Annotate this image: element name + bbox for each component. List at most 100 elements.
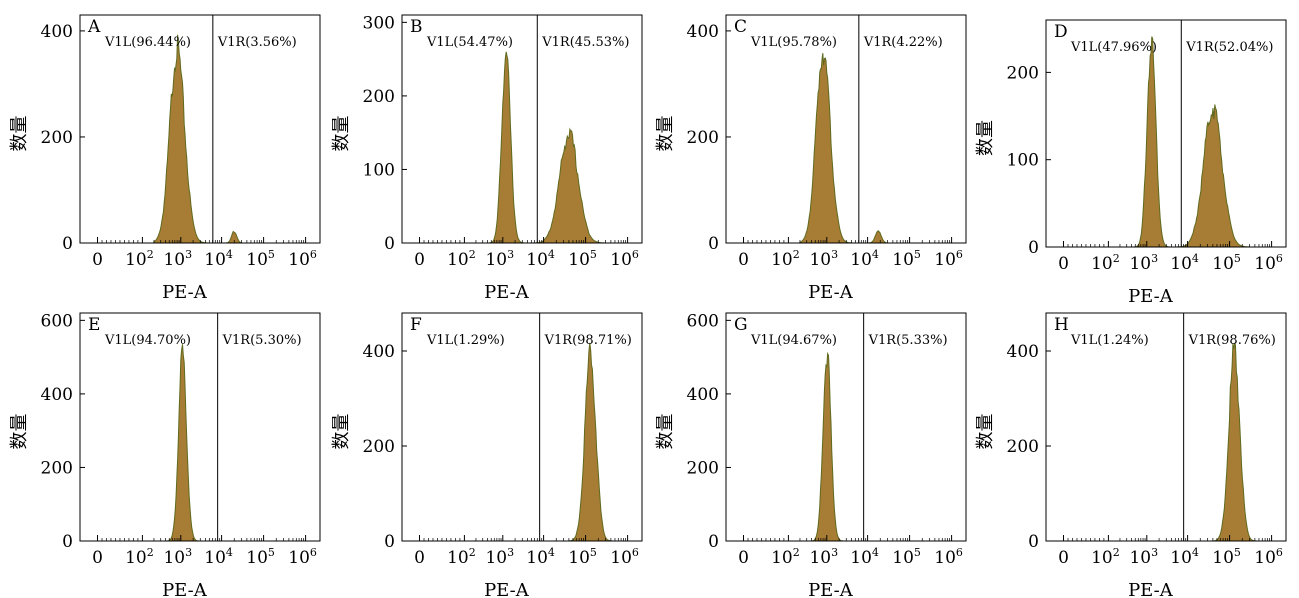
y-axis-label: 数量 (331, 414, 352, 450)
x-axis-label: PE-A (1128, 286, 1174, 307)
y-axis-label: 数量 (655, 116, 676, 152)
gate-label-right: V1R(5.33%) (868, 333, 948, 348)
x-tick-label: 102 (771, 248, 800, 270)
x-tick-label: 103 (485, 248, 514, 270)
panel-letter: B (410, 17, 423, 37)
y-tick-label: 400 (363, 342, 395, 362)
y-tick-label: 400 (687, 22, 719, 42)
x-tick-label: 105 (568, 248, 597, 270)
y-tick-label: 0 (1028, 532, 1039, 552)
x-tick-label: 106 (1254, 546, 1283, 568)
x-tick-label: 104 (204, 248, 233, 270)
gate-label-right: V1R(98.76%) (1188, 333, 1276, 348)
gate-label-left: V1L(94.70%) (104, 333, 191, 348)
x-tick-label: 104 (850, 546, 879, 568)
plot-frame (1045, 19, 1287, 248)
y-tick-label: 200 (687, 128, 719, 148)
plot-frame (401, 14, 643, 244)
gate-label-right: V1R(52.04%) (1185, 40, 1273, 55)
x-tick-label: 105 (1212, 546, 1241, 568)
y-tick-label: 400 (1007, 342, 1039, 362)
x-tick-label: 104 (204, 546, 233, 568)
x-tick-label: 106 (288, 546, 317, 568)
y-axis-label: 数量 (975, 120, 996, 156)
y-axis-label: 数量 (9, 414, 30, 450)
x-tick-label: 103 (1129, 252, 1158, 274)
x-axis-label: PE-A (484, 580, 530, 598)
x-tick-label: 103 (809, 248, 838, 270)
gate-label-right: V1R(45.53%) (541, 35, 629, 50)
y-tick-label: 300 (363, 13, 395, 33)
x-tick-label: 0 (1058, 548, 1069, 568)
plot-frame (79, 312, 321, 542)
y-tick-label: 200 (41, 128, 73, 148)
y-tick-label: 0 (708, 532, 719, 552)
x-tick-label: 103 (163, 546, 192, 568)
x-tick-label: 102 (125, 546, 154, 568)
y-tick-label: 200 (1007, 437, 1039, 457)
x-tick-label: 106 (934, 248, 963, 270)
x-tick-label: 0 (1058, 254, 1069, 274)
y-tick-label: 0 (708, 234, 719, 254)
panel-letter: E (88, 315, 100, 335)
x-axis-label: PE-A (808, 580, 854, 598)
histogram-area (153, 34, 298, 244)
x-tick-label: 102 (447, 248, 476, 270)
x-axis-label: PE-A (162, 282, 208, 303)
x-tick-label: 104 (850, 248, 879, 270)
histogram-area (799, 53, 944, 244)
x-tick-label: 102 (1091, 546, 1120, 568)
gate-label-left: V1L(47.96%) (1070, 40, 1157, 55)
x-tick-label: 104 (526, 546, 555, 568)
y-tick-label: 100 (1007, 151, 1039, 171)
panel-letter: C (734, 17, 747, 37)
x-tick-label: 105 (246, 546, 275, 568)
y-tick-label: 600 (687, 311, 719, 331)
y-tick-label: 400 (41, 385, 73, 405)
gate-label-left: V1L(95.78%) (750, 35, 837, 50)
gate-label-left: V1L(54.47%) (426, 35, 513, 50)
x-tick-label: 0 (92, 250, 103, 270)
x-tick-label: 102 (125, 248, 154, 270)
histogram-area (475, 51, 620, 244)
gate-label-left: V1L(1.24%) (1070, 333, 1149, 348)
x-tick-label: 106 (610, 248, 639, 270)
x-tick-label: 104 (1170, 252, 1199, 274)
histogram-area (153, 344, 298, 542)
x-tick-label: 102 (1091, 252, 1120, 274)
y-tick-label: 0 (62, 532, 73, 552)
histogram-area (799, 351, 944, 542)
x-tick-label: 105 (892, 248, 921, 270)
y-tick-label: 200 (363, 437, 395, 457)
x-tick-label: 106 (934, 546, 963, 568)
gate-label-left: V1L(1.29%) (426, 333, 505, 348)
x-tick-label: 0 (738, 250, 749, 270)
x-tick-label: 102 (447, 546, 476, 568)
plot-frame (1045, 312, 1287, 542)
gate-label-right: V1R(3.56%) (217, 35, 297, 50)
x-tick-label: 0 (738, 548, 749, 568)
panel-F: F V1L(1.29%) V1R(98.71%) 0 200 400 0 102 103 104 1… (331, 312, 643, 598)
plot-frame (725, 312, 967, 542)
x-tick-label: 103 (485, 546, 514, 568)
y-tick-label: 600 (41, 311, 73, 331)
gate-label-right: V1R(98.71%) (544, 333, 632, 348)
x-tick-label: 103 (1129, 546, 1158, 568)
y-tick-label: 0 (384, 532, 395, 552)
x-tick-label: 106 (288, 248, 317, 270)
histogram-area (1119, 36, 1264, 248)
y-tick-label: 400 (687, 385, 719, 405)
y-tick-label: 0 (1028, 238, 1039, 258)
y-axis-label: 数量 (331, 116, 352, 152)
x-tick-label: 104 (1170, 546, 1199, 568)
panel-letter: H (1054, 315, 1069, 335)
x-axis-label: PE-A (162, 580, 208, 598)
x-tick-label: 103 (809, 546, 838, 568)
plot-frame (401, 312, 643, 542)
